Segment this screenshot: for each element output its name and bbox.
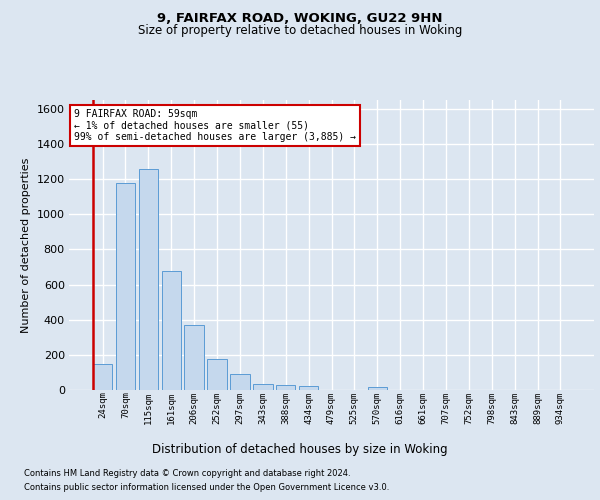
Bar xyxy=(368,387,387,390)
Bar xyxy=(208,359,227,390)
Text: Contains HM Land Registry data © Crown copyright and database right 2024.: Contains HM Land Registry data © Crown c… xyxy=(24,468,350,477)
Bar xyxy=(230,374,250,390)
Text: 9, FAIRFAX ROAD, WOKING, GU22 9HN: 9, FAIRFAX ROAD, WOKING, GU22 9HN xyxy=(157,12,443,26)
Text: Size of property relative to detached houses in Woking: Size of property relative to detached ho… xyxy=(138,24,462,37)
Text: Contains public sector information licensed under the Open Government Licence v3: Contains public sector information licen… xyxy=(24,484,389,492)
Bar xyxy=(184,325,204,390)
Y-axis label: Number of detached properties: Number of detached properties xyxy=(21,158,31,332)
Bar xyxy=(253,384,272,390)
Bar xyxy=(299,386,319,390)
Bar xyxy=(93,364,112,390)
Bar xyxy=(161,272,181,390)
Bar xyxy=(116,184,135,390)
Bar xyxy=(139,168,158,390)
Bar xyxy=(276,385,295,390)
Text: Distribution of detached houses by size in Woking: Distribution of detached houses by size … xyxy=(152,442,448,456)
Text: 9 FAIRFAX ROAD: 59sqm
← 1% of detached houses are smaller (55)
99% of semi-detac: 9 FAIRFAX ROAD: 59sqm ← 1% of detached h… xyxy=(74,108,356,142)
